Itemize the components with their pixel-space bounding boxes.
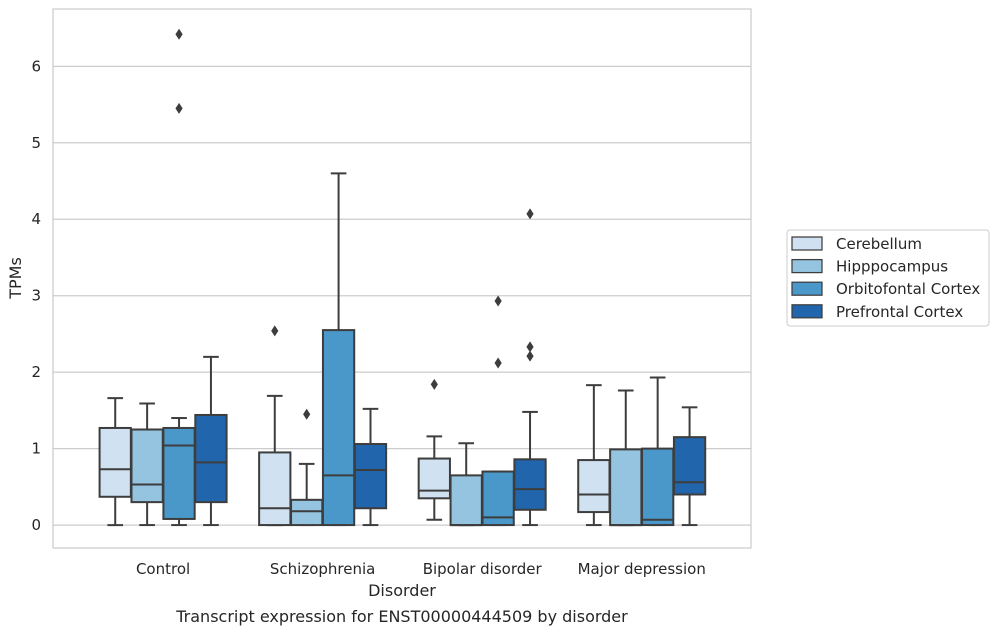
box: [417, 378, 451, 521]
box-iqr: [449, 474, 483, 527]
box: [513, 208, 547, 527]
box-iqr: [98, 426, 132, 498]
outlier-point: [526, 350, 534, 362]
box-iqr: [641, 447, 675, 527]
box-iqr: [162, 426, 196, 520]
box-iqr: [258, 451, 292, 527]
box: [609, 389, 643, 527]
x-tick-label: Bipolar disorder: [423, 560, 543, 578]
box-iqr: [577, 459, 611, 514]
x-tick-label: Schizophrenia: [270, 560, 375, 578]
box: [577, 384, 611, 527]
box: [481, 295, 515, 527]
box-iqr: [130, 428, 164, 504]
legend-swatch: [791, 281, 823, 296]
chart-title: Transcript expression for ENST0000044450…: [175, 607, 628, 626]
outlier-point: [175, 102, 183, 114]
y-tick-label: 3: [31, 287, 41, 305]
x-tick-labels: Control Schizophrenia Bipolar disorder Majo…: [136, 560, 706, 578]
outlier-point: [303, 408, 311, 420]
plot-frame: [52, 8, 752, 549]
box-iqr: [194, 413, 228, 504]
outlier-point: [526, 341, 534, 353]
box: [353, 407, 388, 527]
y-tick-label: 6: [31, 57, 41, 75]
box-iqr: [609, 448, 643, 527]
box: [290, 408, 324, 527]
box: [162, 28, 196, 527]
box: [98, 397, 132, 527]
box-iqr: [321, 329, 356, 527]
legend-label: Cerebellum: [836, 235, 922, 253]
outlier-point: [526, 208, 534, 220]
y-tick-label: 4: [31, 210, 41, 228]
box-iqr: [353, 443, 388, 510]
legend: Cerebellum Hipppocampus Orbitofontal Corte…: [786, 229, 990, 327]
outlier-point: [494, 295, 502, 307]
legend-label: Hipppocampus: [836, 258, 948, 276]
outlier-point: [271, 325, 279, 337]
legend-label: Prefrontal Cortex: [836, 303, 963, 321]
y-tick-labels: 0 1 2 3 4 5 6: [31, 57, 41, 534]
legend-swatch: [791, 258, 823, 274]
x-tick-label: Major depression: [578, 560, 706, 578]
y-tick-label: 1: [31, 440, 41, 458]
box-iqr: [513, 458, 547, 511]
box-iqr: [672, 436, 707, 496]
box-layer: [98, 28, 707, 527]
outlier-point: [494, 357, 502, 369]
y-tick-label: 0: [31, 516, 41, 534]
box: [321, 172, 356, 527]
box: [130, 402, 164, 527]
box: [449, 442, 483, 527]
box-iqr: [417, 457, 451, 500]
legend-swatch: [791, 304, 823, 319]
box: [641, 376, 675, 527]
y-tick-label: 5: [31, 134, 41, 152]
box: [194, 355, 228, 527]
x-tick-label: Control: [136, 560, 190, 578]
x-axis-label: Disorder: [368, 581, 436, 600]
box-iqr: [290, 498, 324, 527]
legend-label: Orbitofontal Cortex: [836, 280, 980, 298]
y-axis-label: TPMs: [6, 257, 25, 300]
y-tick-label: 2: [31, 363, 41, 381]
box: [672, 406, 707, 527]
box: [258, 325, 292, 527]
legend-swatch: [791, 236, 823, 251]
legend-frame: [786, 229, 990, 327]
outlier-point: [430, 378, 438, 390]
outlier-point: [175, 28, 183, 40]
